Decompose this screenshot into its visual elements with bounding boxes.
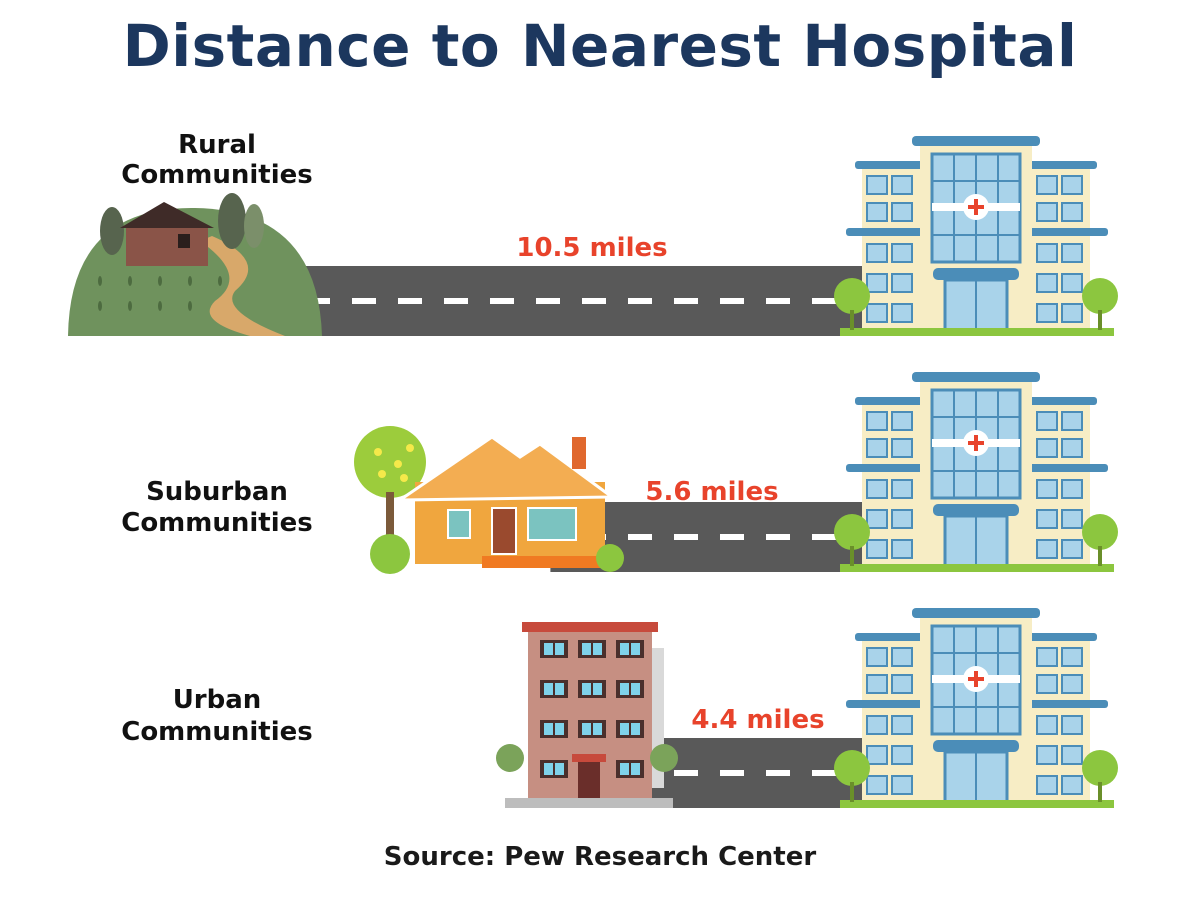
category-label: Communities (121, 717, 313, 747)
hospital-building-icon (834, 372, 1118, 572)
data-label-suburban: 5.6 miles (645, 477, 778, 507)
suburban-house-icon (354, 426, 624, 574)
chart-source: Source: Pew Research Center (383, 842, 817, 872)
data-label-urban: 4.4 miles (691, 705, 824, 735)
category-label: Communities (121, 508, 313, 538)
urban-apartment-icon (496, 622, 678, 808)
data-label-rural: 10.5 miles (516, 233, 667, 263)
rural-hill-house-icon (68, 193, 322, 336)
category-label: Suburban (146, 477, 288, 507)
chart-title: Distance to Nearest Hospital (122, 12, 1078, 80)
hospital-building-icon (834, 608, 1118, 808)
category-label: Rural (178, 130, 256, 160)
category-label: Communities (121, 160, 313, 190)
hospital-building-icon (834, 136, 1118, 336)
category-label: Urban (173, 685, 262, 715)
